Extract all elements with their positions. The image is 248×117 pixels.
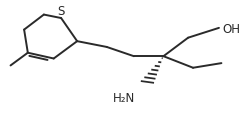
- Text: H₂N: H₂N: [113, 92, 135, 105]
- Text: OH: OH: [223, 22, 241, 36]
- Text: S: S: [58, 5, 65, 18]
